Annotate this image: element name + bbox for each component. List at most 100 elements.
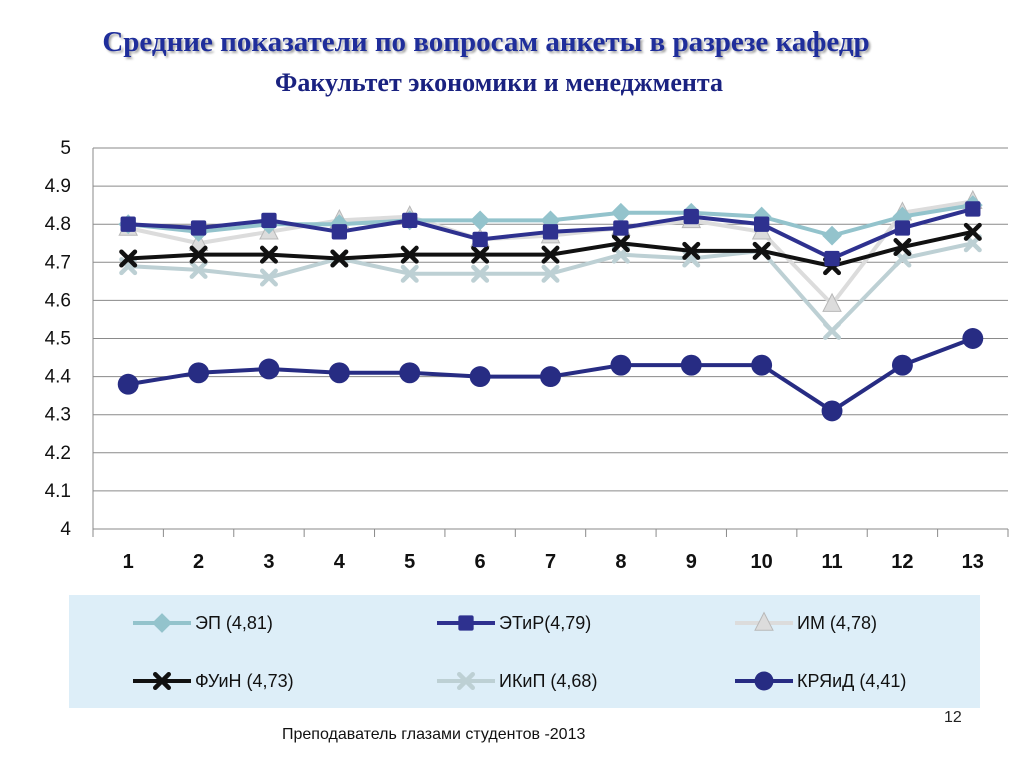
x-marker bbox=[541, 245, 560, 264]
diamond-marker bbox=[152, 613, 172, 633]
legend-marker-ikip bbox=[437, 672, 495, 690]
x-marker bbox=[611, 234, 630, 253]
legend-item-im: ИМ (4,78) bbox=[733, 611, 877, 635]
square-marker bbox=[472, 231, 488, 248]
y-tick-label: 5 bbox=[60, 138, 71, 159]
square-marker bbox=[261, 212, 277, 229]
x-tick-label: 4 bbox=[334, 551, 346, 573]
y-tick-label: 4.6 bbox=[45, 290, 71, 311]
legend-label-ikip: ИКиП (4,68) bbox=[499, 670, 598, 691]
legend-label-ep: ЭП (4,81) bbox=[195, 612, 273, 633]
circle-marker bbox=[328, 362, 350, 384]
square-marker bbox=[458, 615, 474, 631]
footer-text: Преподаватель глазами студентов -2013 bbox=[282, 726, 586, 743]
y-tick-label: 4.1 bbox=[45, 481, 71, 502]
x-tick-label: 3 bbox=[263, 551, 274, 573]
y-tick-label: 4.3 bbox=[45, 405, 71, 426]
x-tick-label: 8 bbox=[615, 551, 626, 573]
diamond-marker bbox=[470, 210, 491, 231]
x-tick-label: 10 bbox=[751, 551, 773, 573]
page-number: 12 bbox=[944, 709, 962, 726]
legend-label-im: ИМ (4,78) bbox=[797, 612, 877, 633]
square-marker bbox=[683, 208, 699, 225]
square-marker bbox=[542, 224, 559, 240]
legend-label-etir: ЭТиР(4,79) bbox=[499, 612, 592, 633]
chart-legend: ЭП (4,81) ЭТиР(4,79) ИМ (4,78) ФУиН (4,7… bbox=[69, 595, 980, 708]
x-tick-label: 5 bbox=[404, 551, 415, 573]
x-tick-label: 12 bbox=[891, 551, 913, 573]
x-marker bbox=[119, 249, 138, 268]
x-marker bbox=[682, 241, 701, 260]
legend-marker-etir bbox=[437, 615, 495, 631]
square-marker bbox=[402, 212, 418, 229]
x-marker bbox=[330, 249, 349, 268]
series-line bbox=[117, 328, 984, 422]
circle-marker bbox=[258, 358, 280, 380]
triangle-marker bbox=[754, 611, 774, 631]
diamond-marker bbox=[822, 225, 842, 246]
circle-marker bbox=[188, 362, 210, 384]
legend-marker-im bbox=[735, 611, 793, 631]
legend-item-ep: ЭП (4,81) bbox=[131, 611, 273, 635]
circle-marker bbox=[754, 671, 774, 691]
x-marker bbox=[400, 245, 419, 264]
square-marker bbox=[754, 216, 770, 232]
square-marker bbox=[613, 220, 629, 236]
legend-item-fuin: ФУиН (4,73) bbox=[131, 669, 294, 693]
circle-marker bbox=[821, 400, 843, 422]
legend-marker-fuin bbox=[133, 672, 191, 690]
x-marker bbox=[471, 245, 490, 264]
x-marker bbox=[400, 264, 419, 283]
circle-marker bbox=[117, 373, 139, 395]
legend-item-kryaid: КРЯиД (4,41) bbox=[733, 669, 906, 693]
y-tick-label: 4.9 bbox=[45, 176, 71, 197]
x-tick-label: 6 bbox=[475, 551, 486, 573]
x-marker bbox=[153, 672, 171, 690]
y-tick-label: 4.2 bbox=[45, 443, 71, 464]
x-tick-label: 7 bbox=[545, 551, 556, 573]
slide-subtitle: Факультет экономики и менеджмента bbox=[275, 68, 723, 97]
legend-marker-ep bbox=[133, 613, 191, 633]
legend-item-etir: ЭТиР(4,79) bbox=[435, 611, 591, 635]
legend-item-ikip: ИКиП (4,68) bbox=[435, 669, 597, 693]
circle-marker bbox=[751, 354, 773, 376]
x-marker bbox=[471, 264, 490, 283]
circle-marker bbox=[610, 354, 632, 376]
y-tick-label: 4.5 bbox=[45, 329, 71, 350]
circle-marker bbox=[540, 366, 561, 388]
x-marker bbox=[752, 241, 771, 260]
x-tick-label: 1 bbox=[123, 551, 134, 573]
x-marker bbox=[189, 245, 208, 264]
circle-marker bbox=[680, 354, 702, 376]
circle-marker bbox=[469, 366, 491, 388]
triangle-marker bbox=[822, 292, 842, 312]
x-tick-label: 9 bbox=[686, 551, 697, 573]
x-marker bbox=[457, 672, 475, 690]
slide-title: Средние показатели по вопросам анкеты в … bbox=[102, 26, 870, 58]
square-marker bbox=[120, 216, 136, 232]
x-marker bbox=[823, 321, 842, 340]
x-marker bbox=[541, 264, 560, 283]
legend-marker-kryaid bbox=[735, 671, 793, 691]
square-marker bbox=[824, 250, 840, 267]
square-marker bbox=[894, 220, 911, 236]
x-marker bbox=[259, 268, 278, 287]
circle-marker bbox=[891, 354, 913, 376]
x-tick-label: 2 bbox=[193, 551, 204, 573]
x-marker bbox=[189, 260, 208, 279]
circle-marker bbox=[399, 362, 421, 384]
series-line bbox=[120, 201, 981, 267]
x-marker bbox=[893, 238, 912, 257]
x-tick-label: 13 bbox=[962, 551, 984, 573]
legend-label-kryaid: КРЯиД (4,41) bbox=[797, 670, 907, 691]
square-marker bbox=[331, 224, 347, 240]
circle-marker bbox=[962, 328, 984, 349]
y-tick-label: 4.8 bbox=[45, 214, 71, 235]
x-marker bbox=[259, 245, 278, 264]
diamond-marker bbox=[610, 202, 631, 223]
x-tick-label: 11 bbox=[821, 551, 842, 573]
y-tick-label: 4.4 bbox=[45, 367, 72, 388]
square-marker bbox=[965, 201, 981, 217]
y-tick-label: 4.7 bbox=[45, 252, 71, 273]
